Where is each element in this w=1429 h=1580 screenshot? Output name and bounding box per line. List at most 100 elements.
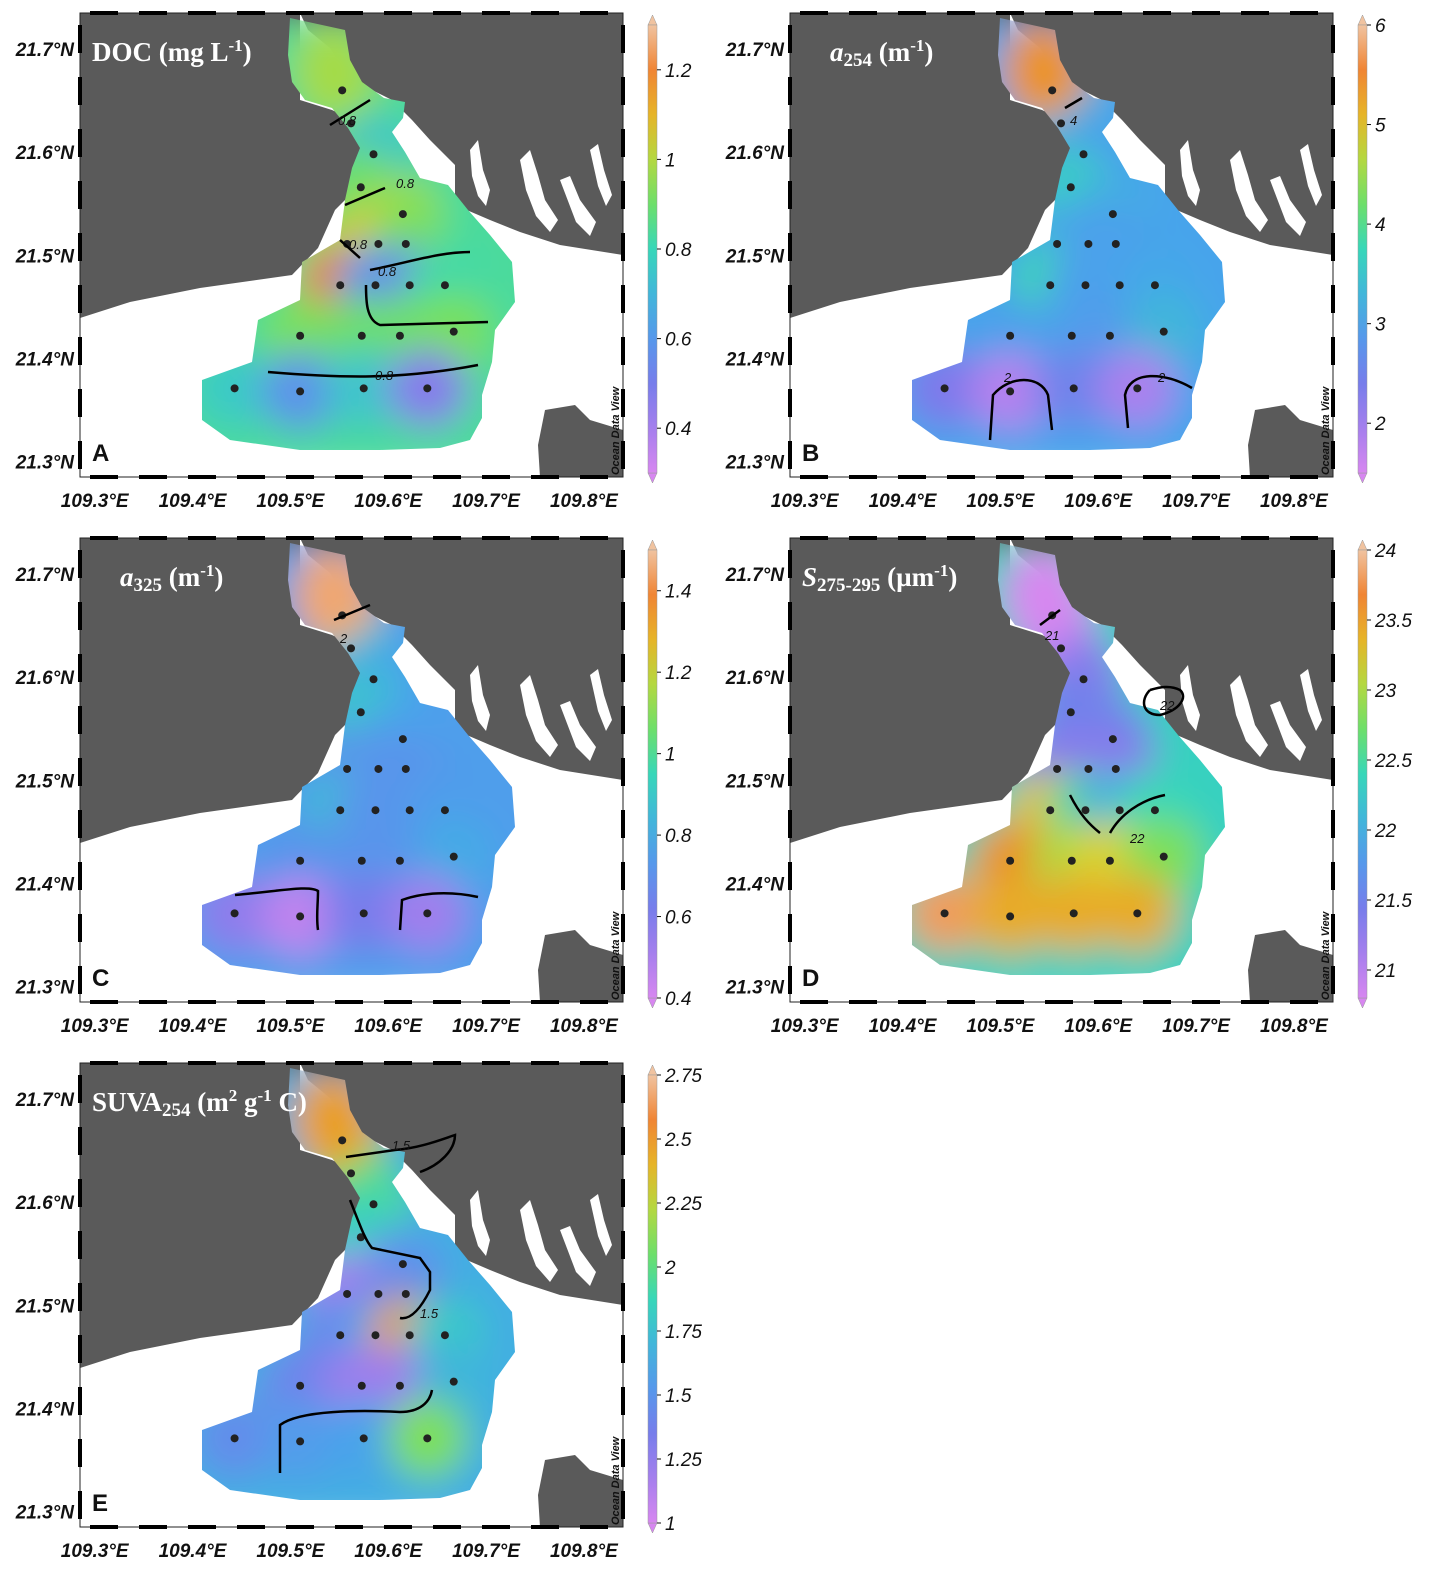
inlet-1 xyxy=(1180,665,1200,731)
station-dot-15 xyxy=(395,331,404,340)
station-dot-17 xyxy=(230,909,239,918)
station-dot-10 xyxy=(1081,806,1090,815)
station-dot-18 xyxy=(1006,912,1015,921)
station-dot-8 xyxy=(1111,239,1120,248)
station-dot-5 xyxy=(1108,210,1117,219)
panel-d: 21 22 22 109.3°E 109.4°E 109.5°E 109.6°E 109.7°… xyxy=(710,525,1420,1055)
station-dot-16 xyxy=(1159,327,1168,336)
x-tick-label: 109.3°E xyxy=(61,491,130,512)
x-tick-label: 109.3°E xyxy=(61,1016,130,1037)
contour-label-3: 0.8 xyxy=(349,237,368,252)
station-dot-17 xyxy=(230,384,239,393)
station-dot-13 xyxy=(1006,331,1015,340)
y-tick-label: 21.6°N xyxy=(15,668,76,689)
station-dot-19 xyxy=(1069,909,1078,918)
station-dot-11 xyxy=(405,281,414,290)
station-dot-13 xyxy=(296,856,305,865)
station-dot-6 xyxy=(1053,764,1062,773)
inlet-1 xyxy=(1180,140,1200,206)
station-dot-19 xyxy=(359,909,368,918)
contour-label-1: 4 xyxy=(1070,113,1077,128)
watermark: Ocean Data View xyxy=(610,910,622,1000)
x-tick-label: 109.6°E xyxy=(354,1541,423,1562)
x-tick-label: 109.7°E xyxy=(1162,1016,1231,1037)
station-dot-3 xyxy=(369,150,378,159)
x-tick-label: 109.7°E xyxy=(452,1016,521,1037)
station-dot-7 xyxy=(374,239,383,248)
station-dot-1 xyxy=(338,1136,347,1145)
contour-lines xyxy=(234,603,479,931)
station-dot-18 xyxy=(296,1437,305,1446)
y-tick-label: 21.4°N xyxy=(725,874,786,895)
colorbar-tick-label: 22.5 xyxy=(1374,751,1412,772)
x-tick-label: 109.4°E xyxy=(159,1016,228,1037)
y-tick-label: 21.6°N xyxy=(15,143,76,164)
y-tick-label: 21.6°N xyxy=(15,1193,76,1214)
colorbar-tick-label: 0.6 xyxy=(665,330,692,351)
station-dot-12 xyxy=(440,1331,449,1340)
x-tick-label: 109.5°E xyxy=(966,1016,1035,1037)
station-dot-18 xyxy=(296,912,305,921)
panel-letter: A xyxy=(92,440,109,467)
frame-ticks xyxy=(788,11,1335,479)
station-dot-10 xyxy=(371,281,380,290)
station-dot-15 xyxy=(395,856,404,865)
colorbar-tick-label: 21.5 xyxy=(1374,891,1412,912)
watermark: Ocean Data View xyxy=(1320,385,1332,475)
x-tick-label: 109.6°E xyxy=(1064,491,1133,512)
land-southeast xyxy=(538,405,623,477)
colorbar-tick-label: 1.25 xyxy=(665,1450,702,1471)
frame-ticks xyxy=(78,1061,625,1529)
station-dot-2 xyxy=(1057,644,1066,653)
y-tick-label: 21.7°N xyxy=(725,40,786,61)
x-tick-label: 109.4°E xyxy=(159,491,228,512)
y-tick-label: 21.5°N xyxy=(725,246,786,267)
colorbar-tick-label: 23.5 xyxy=(1374,611,1412,632)
x-tick-label: 109.4°E xyxy=(159,1541,228,1562)
inlet-3 xyxy=(560,701,596,761)
inlet-3 xyxy=(560,176,596,236)
x-tick-label: 109.3°E xyxy=(771,1016,840,1037)
inlet-4 xyxy=(1300,669,1322,731)
colorbar-tick-label: 1.2 xyxy=(665,61,692,82)
station-dot-11 xyxy=(1115,281,1124,290)
panel-title: a325 (m-1) xyxy=(120,561,223,596)
colorbar-tick-label: 1.5 xyxy=(665,1386,692,1407)
y-tick-label: 21.3°N xyxy=(15,1503,76,1524)
station-dot-9 xyxy=(336,806,345,815)
y-tick-label: 21.7°N xyxy=(725,565,786,586)
inlet-4 xyxy=(590,144,612,206)
y-tick-label: 21.3°N xyxy=(725,453,786,474)
panel-c: 2 109.3°E 109.4°E 109.5°E 109.6°E 109.7°E 109.… xyxy=(0,525,710,1055)
contour-label-1: 21 xyxy=(1044,628,1059,643)
station-dot-5 xyxy=(398,210,407,219)
inlet-4 xyxy=(1300,144,1322,206)
station-dot-7 xyxy=(1084,764,1093,773)
contour-label-2: 1.5 xyxy=(420,1306,439,1321)
station-dot-2 xyxy=(347,1169,356,1178)
colorbar-tick-label: 24 xyxy=(1374,541,1396,562)
x-tick-label: 109.8°E xyxy=(550,1541,619,1562)
land-west xyxy=(80,1063,398,1368)
colorbar-tick-label: 3 xyxy=(1375,315,1386,336)
land-southeast xyxy=(538,930,623,1002)
inlet-3 xyxy=(560,1226,596,1286)
station-dot-8 xyxy=(1111,764,1120,773)
station-dot-11 xyxy=(405,1331,414,1340)
station-dot-10 xyxy=(371,1331,380,1340)
x-tick-label: 109.7°E xyxy=(452,1541,521,1562)
contour-label-2: 22 xyxy=(1159,698,1175,713)
colorbar-tick-label: 0.4 xyxy=(665,419,691,440)
x-tick-label: 109.5°E xyxy=(256,1541,325,1562)
contour-lines xyxy=(988,96,1193,441)
frame-ticks xyxy=(78,536,625,1004)
inlet-2 xyxy=(1230,675,1268,757)
colorbar-tick-label: 21 xyxy=(1374,961,1396,982)
station-dot-12 xyxy=(1150,281,1159,290)
y-tick-label: 21.4°N xyxy=(15,874,76,895)
inlet-2 xyxy=(520,675,558,757)
station-dot-14 xyxy=(357,331,366,340)
station-dot-1 xyxy=(1048,86,1057,95)
inlet-2 xyxy=(520,150,558,232)
station-dot-9 xyxy=(1046,281,1055,290)
